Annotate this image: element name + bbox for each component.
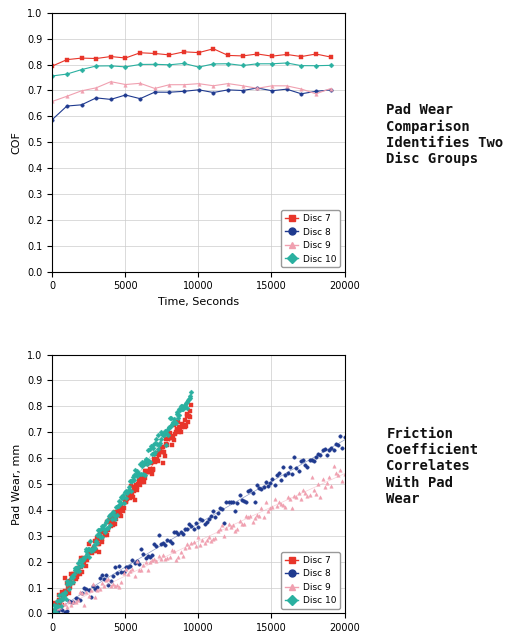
Y-axis label: COF: COF — [11, 131, 21, 153]
Text: Friction
Coefficient
Correlates
With Pad
Wear: Friction Coefficient Correlates With Pad… — [386, 427, 478, 506]
Legend: Disc 7, Disc 8, Disc 9, Disc 10: Disc 7, Disc 8, Disc 9, Disc 10 — [281, 552, 340, 609]
Y-axis label: Pad Wear, mm: Pad Wear, mm — [11, 443, 21, 525]
Legend: Disc 7, Disc 8, Disc 9, Disc 10: Disc 7, Disc 8, Disc 9, Disc 10 — [281, 210, 340, 267]
X-axis label: Time, Seconds: Time, Seconds — [158, 297, 239, 307]
Text: Pad Wear
Comparison
Identifies Two
Disc Groups: Pad Wear Comparison Identifies Two Disc … — [386, 104, 504, 166]
